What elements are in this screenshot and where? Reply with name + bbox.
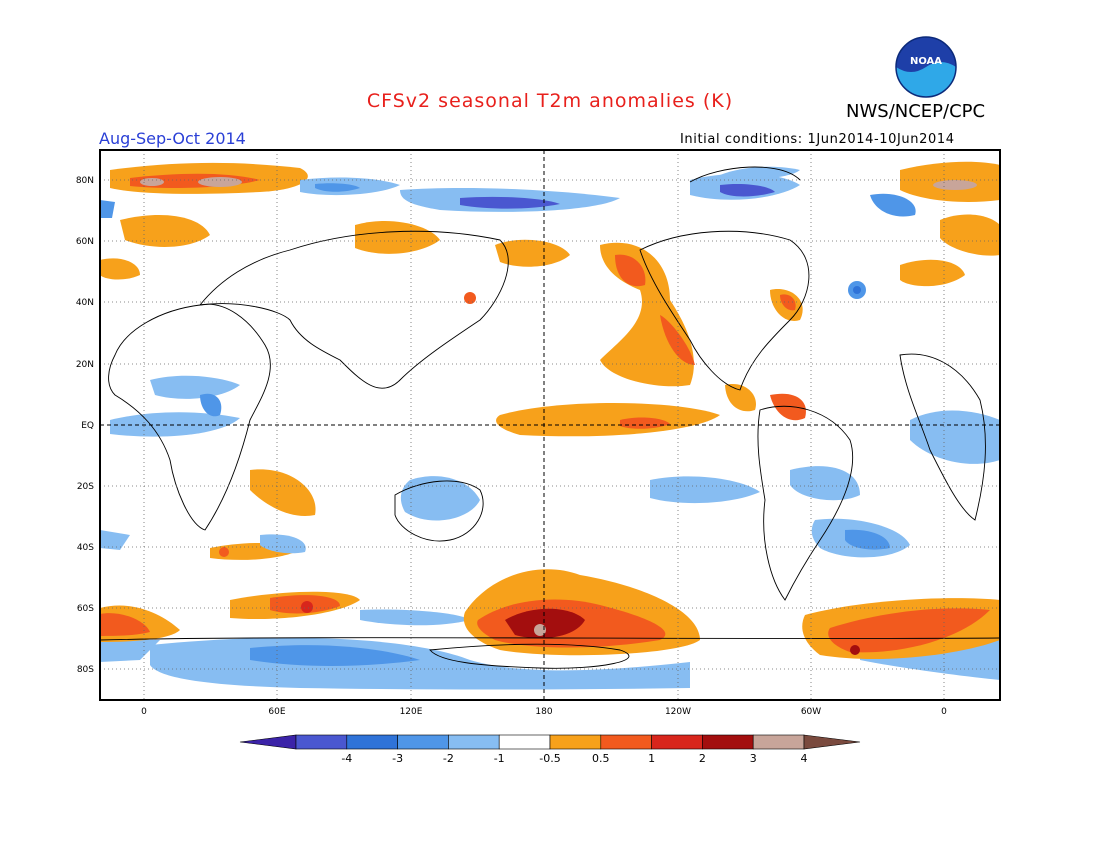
lat-tick: 80N: [76, 176, 94, 186]
colorbar-bin: [239, 734, 297, 750]
lat-tick: 80S: [77, 665, 94, 675]
colorbar-label: -3: [392, 752, 403, 765]
lon-tick: 60W: [801, 707, 821, 717]
lat-tick: 60N: [76, 237, 94, 247]
colorbar-bin: [651, 734, 703, 750]
map-frame: [99, 149, 1001, 701]
colorbar-label: 2: [699, 752, 706, 765]
colorbar-label: -1: [494, 752, 505, 765]
colorbar: -4 -3 -2 -1 -0.5 0.5 1 2 3 4: [239, 734, 861, 765]
colorbar-label: 1: [648, 752, 655, 765]
colorbar-bin: [448, 734, 500, 750]
lat-tick: EQ: [81, 421, 94, 431]
coastlines: [100, 166, 1000, 669]
lat-tick: 60S: [77, 604, 94, 614]
lon-tick: 60E: [268, 707, 285, 717]
colorbar-bin: [600, 734, 652, 750]
lat-axis: 80N 60N 40N 20N EQ 20S 40S 60S 80S: [76, 176, 94, 675]
colorbar-label: 0.5: [592, 752, 610, 765]
lat-tick: 20S: [77, 482, 94, 492]
colorbar-label: 3: [750, 752, 757, 765]
colorbar-bin: [397, 734, 449, 750]
svg-text:NOAA: NOAA: [910, 56, 942, 67]
lat-tick: 40N: [76, 298, 94, 308]
anomaly-fields: [100, 161, 1000, 690]
season-label: Aug-Sep-Oct 2014: [99, 129, 246, 148]
colorbar-label: 4: [801, 752, 808, 765]
lon-tick: 0: [141, 707, 147, 717]
lat-tick: 40S: [77, 543, 94, 553]
initial-conditions-label: Initial conditions: 1Jun2014-10Jun2014: [680, 132, 955, 147]
lat-tick: 20N: [76, 360, 94, 370]
lon-tick: 120E: [400, 707, 423, 717]
lon-tick: 0: [941, 707, 947, 717]
noaa-logo-icon: NOAA: [895, 36, 957, 98]
map-title: CFSv2 seasonal T2m anomalies (K): [366, 90, 734, 112]
colorbar-label: -2: [443, 752, 454, 765]
lon-tick: 180: [535, 707, 552, 717]
colorbar-bin: [752, 734, 805, 750]
lon-axis: 0 60E 120E 180 120W 60W 0: [141, 707, 947, 717]
colorbar-label: -0.5: [539, 752, 560, 765]
colorbar-bin: [498, 734, 551, 750]
colorbar-label: -4: [341, 752, 352, 765]
colorbar-bin: [702, 734, 754, 750]
colorbar-bin: [295, 734, 348, 750]
agency-label: NWS/NCEP/CPC: [846, 101, 986, 122]
lon-tick: 120W: [665, 707, 691, 717]
colorbar-bin: [803, 734, 861, 750]
colorbar-bin: [549, 734, 602, 750]
colorbar-bin: [346, 734, 398, 750]
